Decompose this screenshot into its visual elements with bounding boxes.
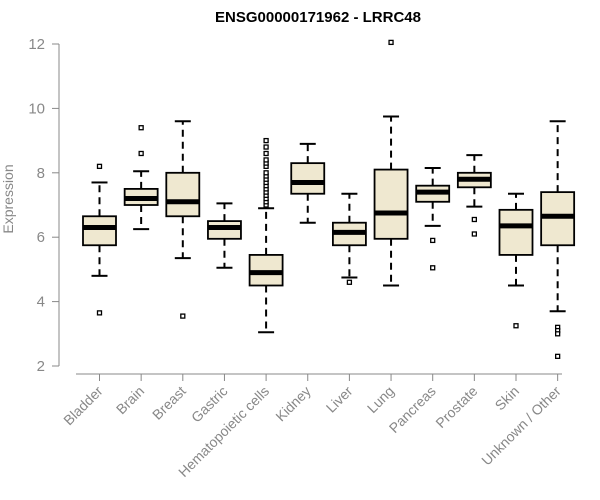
outlier-point <box>263 150 269 157</box>
outlier-point <box>388 39 394 46</box>
outlier-point <box>513 323 519 329</box>
box-iqr <box>82 215 117 247</box>
x-tick-label: Unknown / Other <box>478 383 564 469</box>
box-prostate <box>456 154 492 237</box>
boxes <box>82 39 576 359</box>
y-tick-label: 8 <box>37 165 45 182</box>
box-gastric <box>207 202 242 269</box>
outlier-point <box>138 125 144 131</box>
y-ticks: 2 4 6 8 10 12 <box>28 36 59 375</box>
box-unknown-other <box>540 120 576 359</box>
box-hematopoietic-cells <box>248 137 284 334</box>
y-tick-label: 10 <box>28 100 45 117</box>
outlier-point <box>138 150 144 157</box>
outlier-point <box>555 331 561 337</box>
chart-title: ENSG00000171962 - LRRC48 <box>215 9 421 26</box>
box-pancreas <box>415 166 451 271</box>
x-tick-label: Bladder <box>60 383 106 429</box>
box-kidney <box>290 142 326 224</box>
x-tick-label: Kidney <box>272 383 314 425</box>
x-tick-label: Skin <box>492 383 523 414</box>
x-tick-label: Liver <box>323 383 356 416</box>
x-tick-label: Brain <box>113 383 147 417</box>
y-tick-label: 6 <box>37 229 45 246</box>
x-tick-label: Prostate <box>432 383 480 431</box>
box-iqr <box>165 171 201 218</box>
outlier-point <box>96 163 103 170</box>
outlier-point <box>263 137 269 144</box>
x-tick-label: Breast <box>149 383 189 423</box>
box-breast <box>165 120 201 319</box>
y-tick-label: 4 <box>37 294 45 311</box>
y-axis-label: Expression <box>0 164 16 233</box>
outlier-point <box>180 313 186 319</box>
outlier-point <box>96 310 103 316</box>
outlier-point <box>471 231 478 237</box>
outlier-point <box>555 353 561 359</box>
box-skin <box>498 192 534 329</box>
box-iqr <box>373 168 409 240</box>
x-tick-label: Lung <box>364 383 397 416</box>
box-iqr <box>498 208 534 256</box>
outlier-point <box>263 170 269 176</box>
outlier-point <box>471 216 478 223</box>
box-liver <box>331 192 367 285</box>
outlier-point <box>430 265 436 271</box>
y-tick-label: 12 <box>28 36 45 53</box>
box-brain <box>123 125 159 231</box>
y-tick-label: 2 <box>37 358 45 375</box>
box-bladder <box>82 163 117 316</box>
outlier-point <box>430 237 436 244</box>
outlier-point <box>263 157 269 163</box>
outlier-point <box>263 144 269 150</box>
box-lung <box>373 39 409 287</box>
box-iqr <box>290 162 326 195</box>
outlier-point <box>346 279 353 285</box>
